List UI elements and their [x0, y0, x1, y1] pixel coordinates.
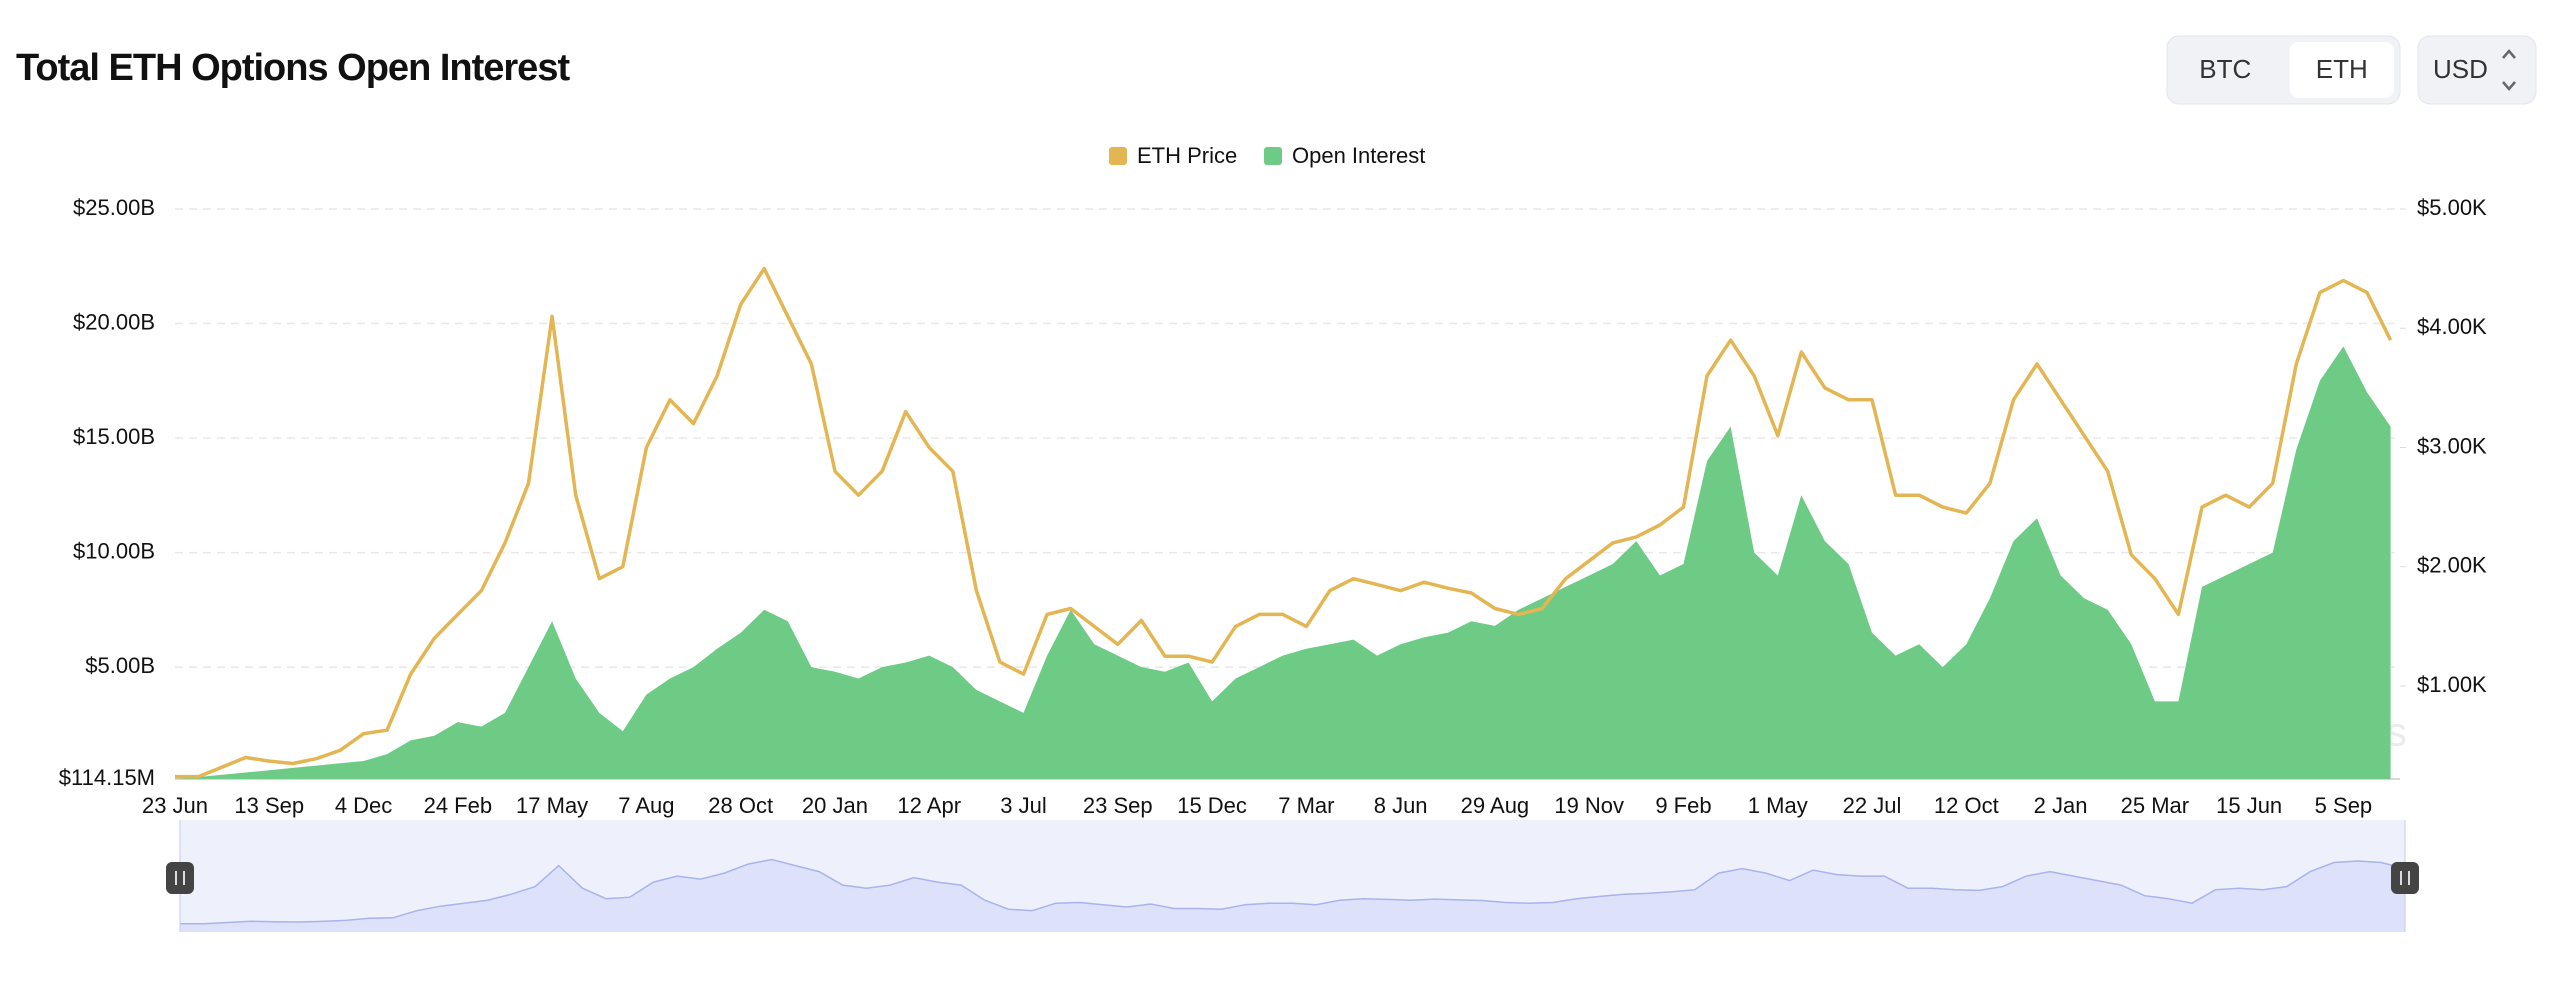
y2-tick-label: $5.00K [2417, 195, 2487, 220]
navigator-handle[interactable] [2391, 862, 2419, 894]
legend-swatch [1264, 147, 1282, 165]
y2-tick-label: $3.00K [2417, 433, 2487, 458]
x-tick-label: 7 Mar [1278, 793, 1334, 818]
legend-label: Open Interest [1292, 143, 1425, 168]
navigator-handle[interactable] [166, 862, 194, 894]
y-tick-label: $10.00B [73, 538, 155, 563]
x-tick-label: 3 Jul [1000, 793, 1046, 818]
x-tick-label: 29 Aug [1461, 793, 1530, 818]
navigator-line [180, 858, 2406, 925]
x-tick-label: 2 Jan [2034, 793, 2088, 818]
x-tick-label: 12 Oct [1934, 793, 1999, 818]
y2-tick-label: $2.00K [2417, 553, 2487, 578]
x-tick-label: 23 Jun [142, 793, 208, 818]
y-tick-label: $5.00B [85, 653, 155, 678]
x-tick-label: 7 Aug [618, 793, 674, 818]
x-tick-label: 4 Dec [335, 793, 392, 818]
x-tick-label: 25 Mar [2121, 793, 2189, 818]
coin-button[interactable]: BTC [2199, 54, 2251, 84]
x-tick-label: 12 Apr [897, 793, 961, 818]
x-tick-label: 19 Nov [1554, 793, 1624, 818]
x-tick-label: 15 Jun [2216, 793, 2282, 818]
coin-button[interactable]: ETH [2316, 54, 2368, 84]
x-tick-label: 8 Jun [1374, 793, 1428, 818]
x-tick-label: 22 Jul [1843, 793, 1902, 818]
x-tick-label: 28 Oct [708, 793, 773, 818]
y-tick-label: $25.00B [73, 195, 155, 220]
x-tick-label: 15 Dec [1177, 793, 1247, 818]
y-tick-label: $15.00B [73, 424, 155, 449]
x-tick-label: 23 Sep [1083, 793, 1153, 818]
y-tick-label: $20.00B [73, 309, 155, 334]
open-interest-area [175, 346, 2391, 780]
y2-tick-label: $1.00K [2417, 672, 2487, 697]
navigator-area [180, 859, 2405, 932]
handle-grip [175, 871, 185, 885]
handle-grip [2400, 871, 2410, 885]
x-tick-label: 24 Feb [424, 793, 493, 818]
x-tick-label: 13 Sep [234, 793, 304, 818]
x-tick-label: 1 May [1748, 793, 1808, 818]
y2-tick-label: $4.00K [2417, 314, 2487, 339]
select-arrows [2502, 49, 2516, 91]
legend-swatch [1109, 147, 1127, 165]
currency-label[interactable]: USD [2433, 54, 2488, 84]
x-tick-label: 5 Sep [2315, 793, 2373, 818]
x-tick-label: 17 May [516, 793, 588, 818]
x-tick-label: 9 Feb [1655, 793, 1711, 818]
legend-label: ETH Price [1137, 143, 1237, 168]
y-tick-label: $114.15M [59, 765, 155, 790]
price-line [175, 266, 2393, 779]
coin-button-active[interactable] [2289, 42, 2395, 98]
x-tick-label: 20 Jan [802, 793, 868, 818]
chart-title: Total ETH Options Open Interest [16, 47, 570, 89]
